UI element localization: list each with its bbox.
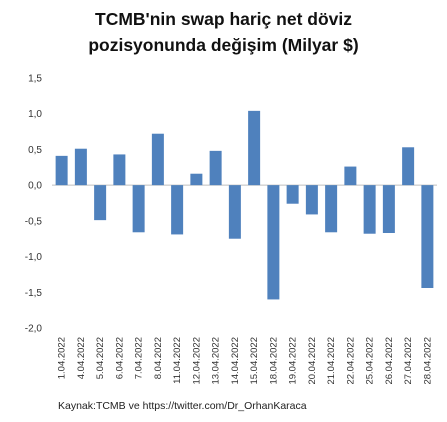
x-tick-label: 11.04.2022 xyxy=(172,337,183,384)
x-tick-label: 14.04.2022 xyxy=(230,337,241,385)
x-tick-label: 28.04.2022 xyxy=(422,337,433,385)
x-tick-label: 25.04.2022 xyxy=(365,337,376,385)
bar xyxy=(55,155,68,186)
bar xyxy=(74,148,87,186)
y-tick-label: 1,5 xyxy=(28,74,42,85)
x-tick-label: 8.04.2022 xyxy=(153,337,164,379)
bar xyxy=(382,185,395,233)
chart-title-line-1: TCMB'nin swap hariç net döviz xyxy=(95,9,352,29)
x-tick-label: 20.04.2022 xyxy=(307,337,318,385)
bar xyxy=(402,147,415,186)
bar xyxy=(363,185,376,234)
bar xyxy=(171,185,184,235)
x-tick-label: 26.04.2022 xyxy=(384,337,395,385)
y-tick-label: -1,5 xyxy=(25,288,43,299)
y-tick-label: 0,5 xyxy=(28,145,42,156)
bar xyxy=(305,185,318,215)
bar xyxy=(209,150,222,186)
y-tick-label: -1,0 xyxy=(25,252,43,263)
bar xyxy=(190,173,203,186)
x-tick-label: 13.04.2022 xyxy=(211,337,222,385)
bar xyxy=(325,185,338,233)
y-tick-label: -0,5 xyxy=(25,216,43,227)
source-note: Kaynak:TCMB ve https://twitter.com/Dr_Or… xyxy=(58,400,307,412)
x-tick-label: 22.04.2022 xyxy=(345,337,356,385)
x-tick-label: 21.04.2022 xyxy=(326,337,337,385)
x-tick-label: 12.04.2022 xyxy=(191,337,202,385)
bar xyxy=(113,154,126,186)
x-tick-label: 5.04.2022 xyxy=(95,337,106,379)
x-tick-label: 7.04.2022 xyxy=(134,337,145,379)
x-tick-label: 18.04.2022 xyxy=(268,337,279,385)
bar xyxy=(267,185,280,300)
x-tick-label: 4.04.2022 xyxy=(76,337,87,379)
y-tick-label: 0,0 xyxy=(28,181,42,192)
bar xyxy=(132,185,145,233)
bar xyxy=(151,133,164,186)
bar xyxy=(286,185,299,204)
bar xyxy=(94,185,107,221)
bar xyxy=(248,110,261,186)
bar xyxy=(228,185,241,239)
x-tick-label: 27.04.2022 xyxy=(403,337,414,385)
x-tick-label: 1.04.2022 xyxy=(57,337,68,379)
y-tick-label: 1,0 xyxy=(28,109,42,120)
x-tick-label: 15.04.2022 xyxy=(249,337,260,385)
x-tick-label: 6.04.2022 xyxy=(114,337,125,379)
chart-title-line-2: pozisyonunda değişim (Milyar $) xyxy=(88,35,359,55)
bar xyxy=(421,185,434,288)
y-tick-label: -2,0 xyxy=(25,324,43,335)
chart-title: TCMB'nin swap hariç net döviz pozisyonun… xyxy=(0,6,447,58)
x-tick-label: 19.04.2022 xyxy=(288,337,299,385)
bar xyxy=(344,166,357,186)
